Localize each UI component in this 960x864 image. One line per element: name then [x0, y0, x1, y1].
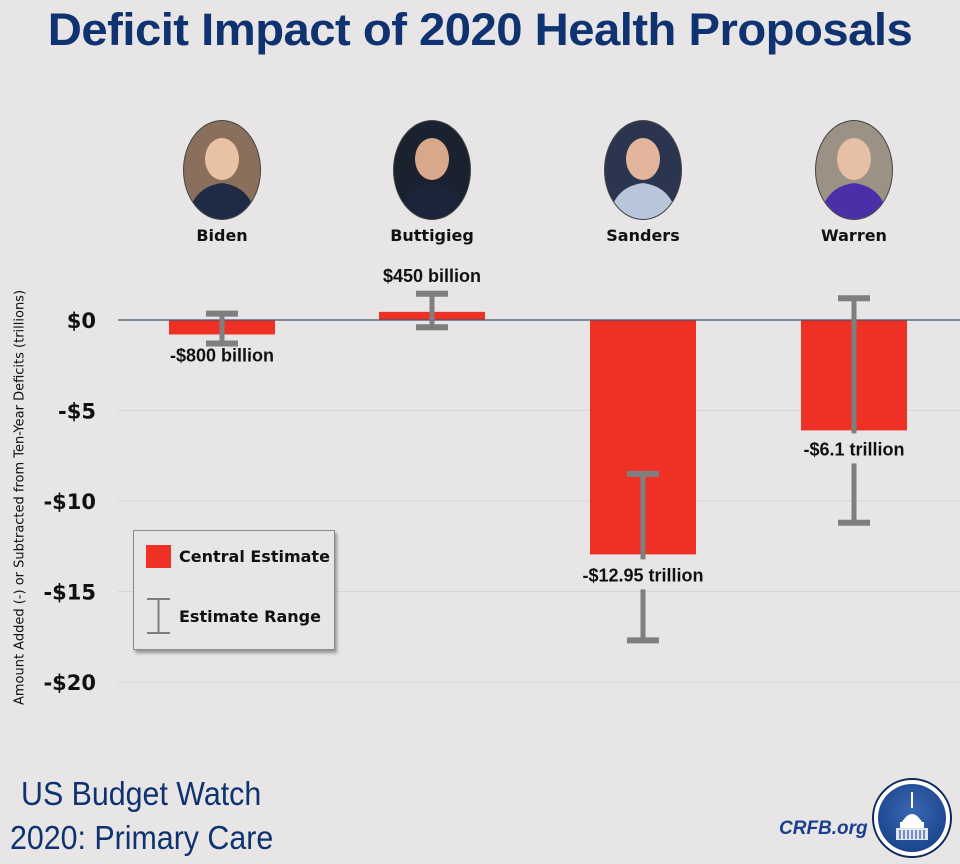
buttigieg-portrait-icon	[393, 120, 471, 220]
candidate-biden: Biden	[167, 120, 277, 245]
y-tick-label: -$15	[43, 581, 96, 605]
y-tick-label: -$10	[43, 490, 96, 514]
footer-branding: US Budget Watch 2020: Primary Care	[10, 772, 273, 860]
candidate-name: Sanders	[606, 226, 680, 245]
legend-range: Estimate Range	[146, 597, 321, 635]
footer-line2: 2020: Primary Care	[10, 819, 274, 856]
legend-swatch-central	[146, 545, 171, 568]
footer-line1: US Budget Watch	[21, 775, 262, 812]
legend-central: Central Estimate	[146, 545, 330, 568]
data-label: -$12.95 trillion	[582, 565, 703, 585]
chart-title: Deficit Impact of 2020 Health Proposals	[47, 4, 913, 55]
crfb-capitol-logo-icon	[872, 778, 952, 858]
crfb-link[interactable]: CRFB.org	[779, 818, 868, 839]
data-label: $450 billion	[383, 266, 481, 286]
biden-portrait-icon	[183, 120, 261, 220]
candidate-name: Buttigieg	[390, 226, 474, 245]
data-label: -$6.1 trillion	[803, 439, 904, 459]
legend: Central Estimate Estimate Range	[133, 530, 335, 650]
data-label: -$800 billion	[170, 345, 274, 365]
legend-central-label: Central Estimate	[179, 547, 330, 566]
y-tick-label: $0	[67, 309, 96, 333]
legend-range-label: Estimate Range	[179, 606, 321, 626]
y-tick-label: -$20	[43, 671, 96, 695]
candidate-name: Biden	[196, 226, 248, 245]
candidate-sanders: Sanders	[588, 120, 698, 245]
errorbar-legend-icon	[147, 598, 170, 634]
y-tick-label: -$5	[58, 400, 96, 424]
candidate-buttigieg: Buttigieg	[377, 120, 487, 245]
warren-portrait-icon	[815, 120, 893, 220]
candidate-warren: Warren	[799, 120, 909, 245]
sanders-portrait-icon	[604, 120, 682, 220]
candidate-name: Warren	[821, 226, 887, 245]
